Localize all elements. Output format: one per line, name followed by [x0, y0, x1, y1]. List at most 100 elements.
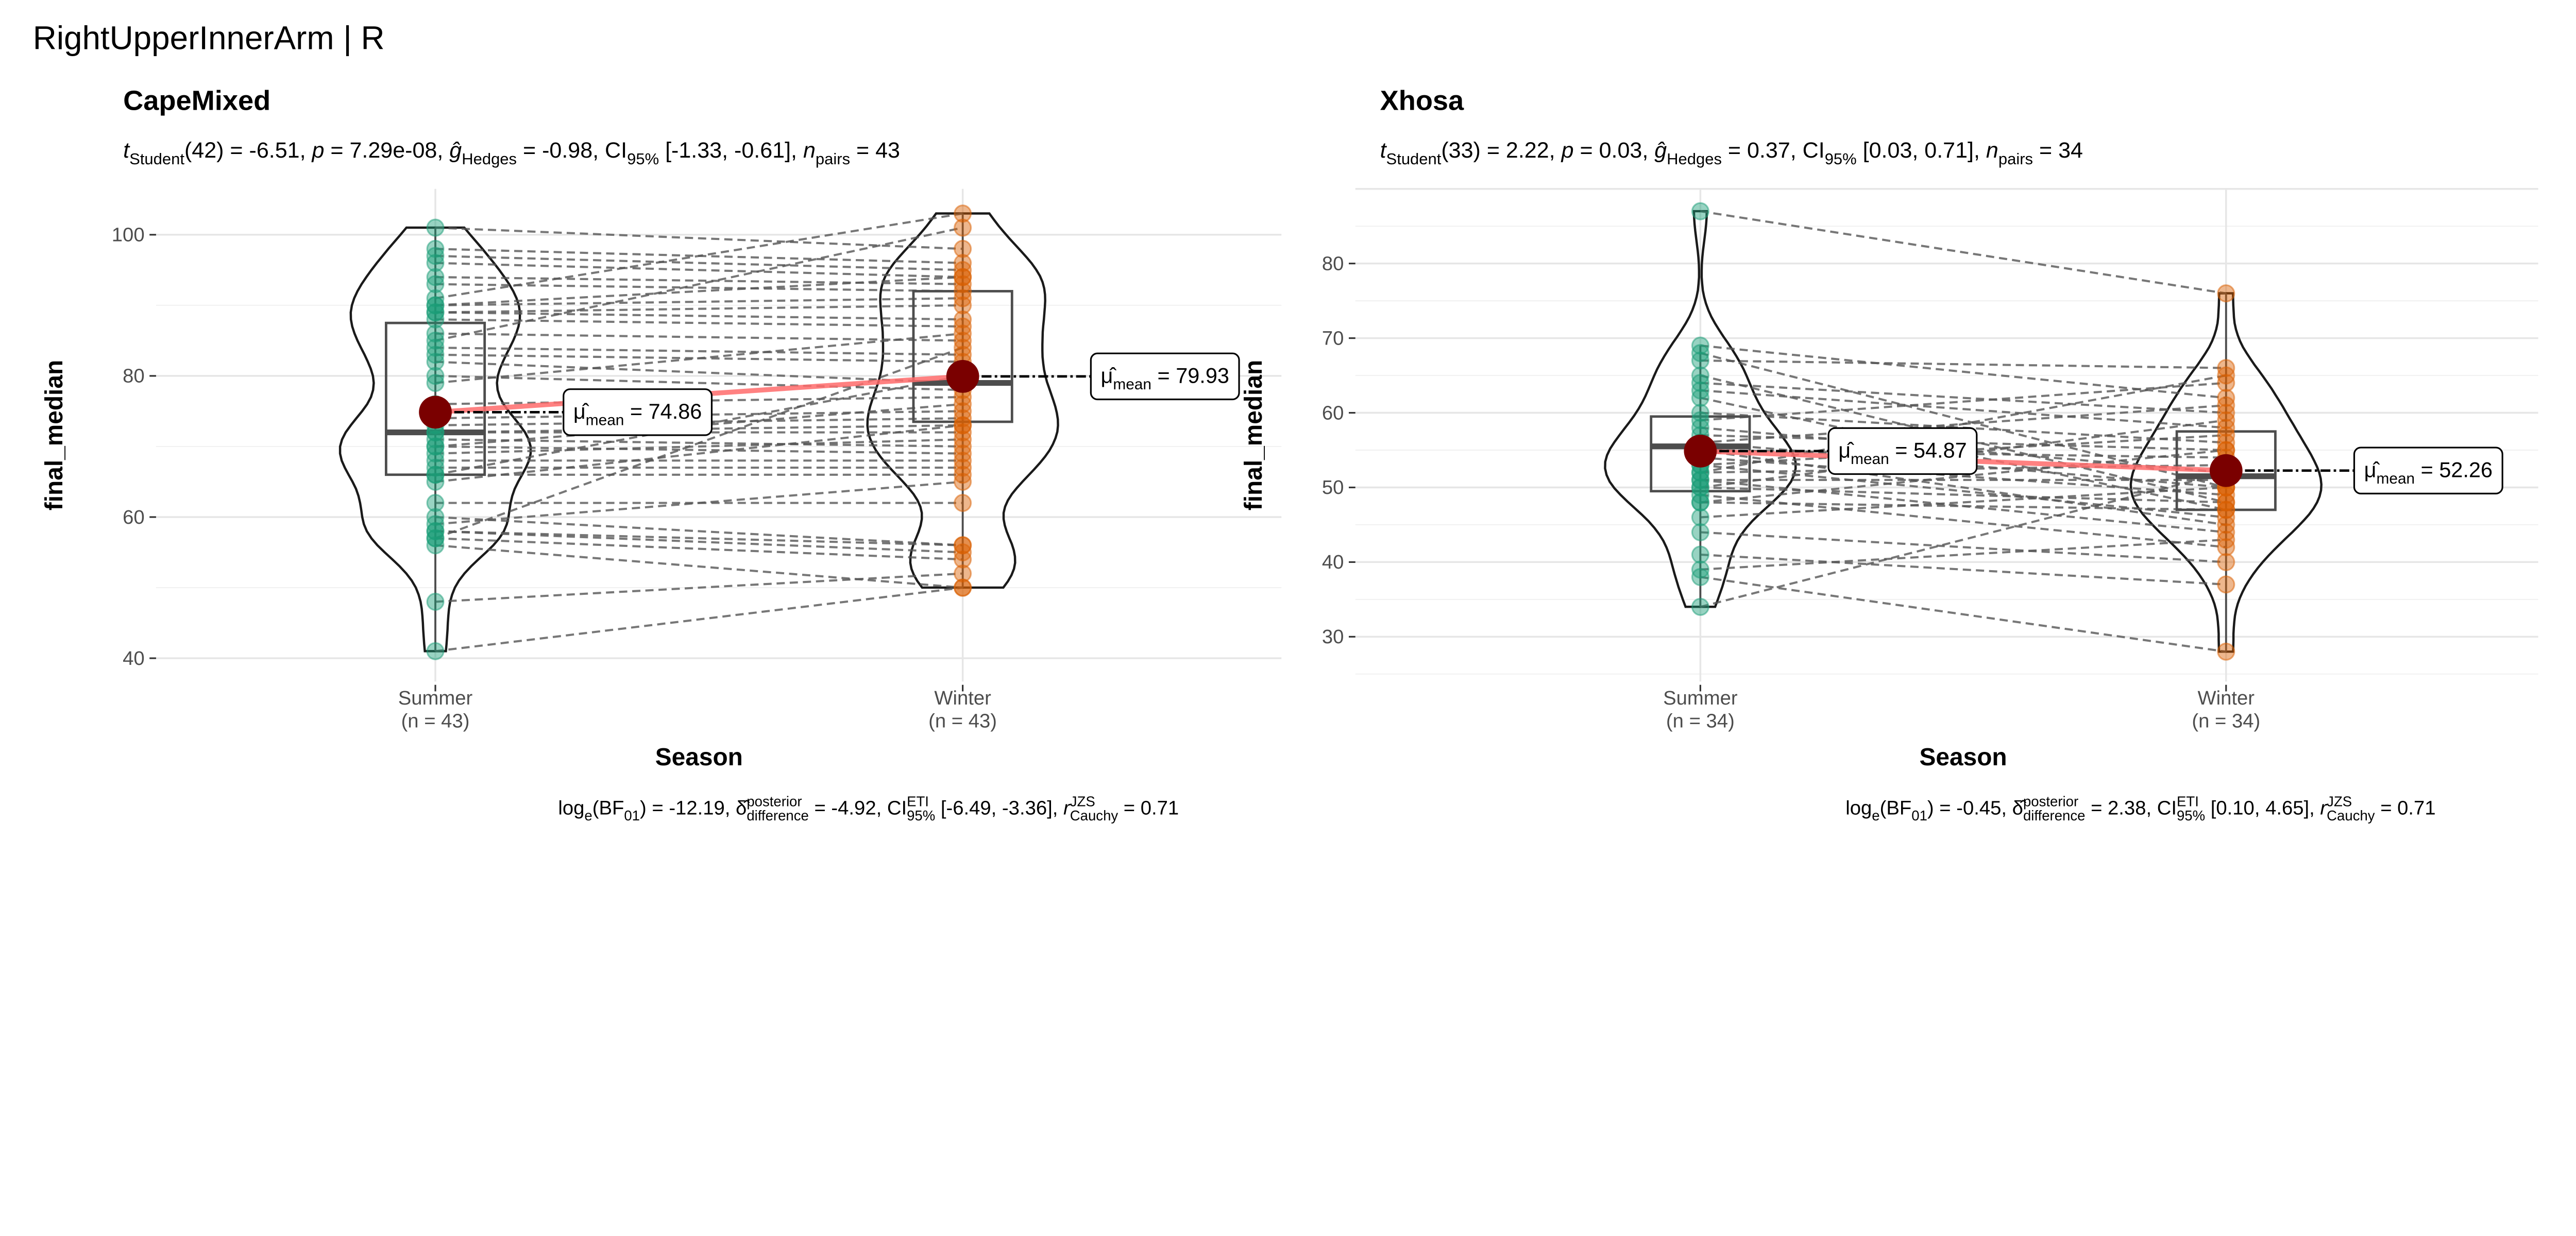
figure: RightUpperInnerArm | R CapeMixedtStudent… [32, 19, 2538, 824]
data-point [954, 578, 972, 597]
pair-line [1700, 449, 2227, 526]
data-point [426, 430, 445, 449]
panel-subtitle: tStudent(42) = -6.51, p = 7.29e-08, ĝHed… [123, 138, 900, 168]
data-point [954, 275, 972, 294]
panel-xhosa: Xhosa tStudent(33) = 2.22, p = 0.03, ĝHed… [1240, 85, 2538, 823]
pair-line [435, 374, 963, 391]
bayes-caption-part: ETI [2177, 794, 2199, 810]
panel-subtitle-part: p [1561, 138, 1574, 163]
y-tick-label: 40 [123, 647, 145, 670]
y-tick-label: 30 [1322, 626, 1344, 648]
y-tick-label: 50 [1322, 476, 1344, 499]
data-point [426, 324, 445, 343]
data-point [954, 402, 972, 420]
data-point [1691, 523, 1709, 541]
data-point [954, 239, 972, 258]
bayes-caption-part: ETI [907, 794, 929, 810]
bayes-caption-part: posterior [2023, 794, 2078, 810]
data-point [954, 536, 972, 555]
pair-line [1700, 486, 2226, 519]
data-point [426, 310, 445, 329]
x-tick-n-label: (n = 34) [2192, 710, 2260, 732]
data-point [426, 218, 445, 237]
mean-label: μ̂mean = 52.26 [2353, 447, 2503, 494]
x-tick-label: Winter [2198, 687, 2255, 709]
data-point [954, 409, 972, 427]
bayes-caption-part: 01 [1911, 808, 1927, 823]
x-tick-n-label: (n = 43) [401, 710, 470, 732]
data-point [954, 296, 972, 315]
data-point [1691, 202, 1709, 220]
mean-label-box [2353, 447, 2503, 494]
pair-line [435, 332, 963, 384]
pair-line [435, 586, 963, 653]
data-point [1691, 351, 1709, 370]
mean-label-text-part: mean [586, 412, 624, 429]
data-point [954, 338, 972, 357]
pair-line [435, 480, 963, 525]
pair-line [435, 262, 963, 279]
bayes-caption-part: r [2320, 797, 2328, 819]
bayes-caption-part: JZS [1070, 794, 1095, 810]
pair-line [1700, 374, 2227, 474]
mean-point [419, 396, 452, 429]
mean-label-text-part: mean [1113, 376, 1151, 393]
mean-label-box [1827, 427, 1978, 475]
data-point [954, 472, 972, 491]
pair-line [435, 283, 963, 293]
data-point [2217, 575, 2235, 594]
data-point [426, 508, 445, 526]
mean-label-box [563, 388, 713, 436]
pair-line [1700, 486, 2226, 504]
y-tick-label: 60 [123, 506, 145, 528]
data-point [426, 444, 445, 463]
data-point [426, 346, 445, 364]
x-tick-label: Summer [1663, 687, 1738, 709]
pair-line [435, 572, 963, 603]
mean-label-text-part: = 74.86 [624, 399, 702, 423]
data-point [954, 317, 972, 336]
pair-line [1700, 210, 2227, 295]
data-point [426, 451, 445, 470]
panel-title: CapeMixed [123, 85, 270, 116]
mean-label-box [1090, 352, 1240, 401]
x-axis-title: Season [1920, 744, 2007, 771]
mean-label-text-part: = 52.26 [2415, 457, 2493, 482]
y-axis-title: final_median [1240, 360, 1267, 510]
box [384, 321, 486, 476]
data-point [426, 592, 445, 611]
x-tick-label: Summer [398, 687, 473, 709]
pair-line [435, 276, 963, 285]
data-point [954, 430, 972, 449]
data-point [426, 536, 445, 555]
data-point [954, 437, 972, 456]
pair-line [435, 254, 963, 271]
pair-line [1700, 382, 2226, 414]
bayes-caption: loge(BF01) = -0.45, δ̂posterior differenc… [1845, 794, 2435, 824]
mean-point [1684, 435, 1717, 468]
box [912, 290, 1013, 423]
pair-line [435, 530, 963, 554]
panel-capemixed: CapeMixed tStudent(42) = -6.51, p = 7.29e… [41, 85, 1282, 823]
panel-subtitle-part: Student [1386, 150, 1442, 168]
mean-point [2209, 454, 2243, 487]
panel-subtitle-part: = 7.29e-08, [324, 138, 449, 163]
data-point [426, 515, 445, 534]
x-tick-label: Winter [934, 687, 991, 709]
bayes-caption-part: log [1845, 797, 1872, 819]
pair-line [435, 304, 963, 314]
y-tick-label: 70 [1322, 327, 1344, 349]
data-point [426, 367, 445, 385]
data-point [954, 494, 972, 512]
x-tick-n-label: (n = 34) [1666, 710, 1735, 732]
violin-summer [1604, 210, 1797, 608]
panel-subtitle-part: pairs [1998, 150, 2033, 168]
pair-line [435, 227, 963, 250]
mean-label: μ̂mean = 79.93 [1090, 352, 1240, 401]
panel-subtitle-part: [0.03, 0.71], [1857, 138, 1986, 163]
data-point [954, 564, 972, 583]
panel-subtitle-part: n [803, 138, 816, 163]
data-point [1691, 493, 1709, 512]
data-point [1691, 568, 1709, 586]
data-point [426, 472, 445, 491]
